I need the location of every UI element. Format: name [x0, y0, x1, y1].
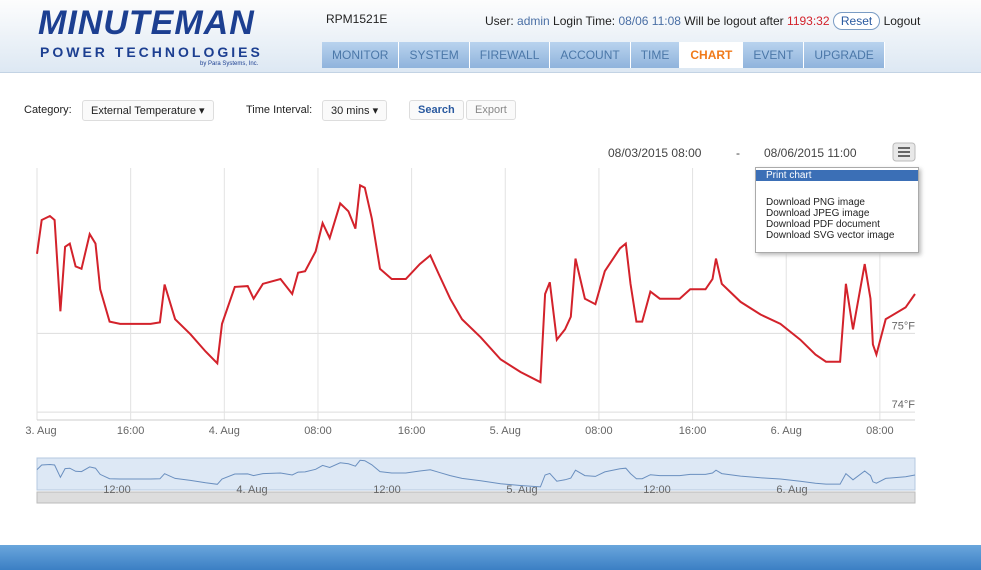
label: User:: [485, 14, 514, 28]
y-tick-label: 74°F: [892, 399, 916, 411]
navigator: [36, 457, 916, 491]
device-name: RPM1521E: [326, 12, 388, 26]
x-tick-label: 08:00: [866, 425, 894, 437]
select-value: 30 mins: [331, 105, 370, 117]
x-tick-label: 3. Aug: [25, 425, 56, 437]
menu-item[interactable]: Download PDF document: [766, 219, 880, 230]
navigator-label: 4. Aug: [236, 484, 267, 496]
scrollbar: [36, 491, 916, 504]
nav-item[interactable]: UPGRADE: [804, 42, 885, 68]
range-from[interactable]: 08/03/2015 08:00: [608, 146, 702, 160]
range-to[interactable]: 08/06/2015 11:00: [764, 146, 857, 160]
logo-subtitle: POWER TECHNOLOGIES: [40, 44, 263, 60]
nav-item[interactable]: ACCOUNT: [550, 42, 631, 68]
navigator-label: 12:00: [373, 484, 401, 496]
range-sep: -: [736, 146, 740, 160]
x-tick-label: 5. Aug: [490, 425, 521, 437]
user-info: User: admin Login Time: 08/06 11:08 Will…: [485, 12, 920, 30]
x-tick-label: 6. Aug: [771, 425, 802, 437]
label: Time Interval:: [246, 104, 313, 116]
export-menu: Print chart Download PNG image Download JP…: [755, 167, 919, 253]
navigator-label: 12:00: [643, 484, 671, 496]
logo: MINUTEMAN: [38, 4, 255, 42]
series-line: [36, 183, 916, 384]
nav-item[interactable]: SYSTEM: [399, 42, 470, 68]
x-tick-label: 08:00: [304, 425, 332, 437]
label: Login Time:: [553, 14, 616, 28]
x-tick-label: 16:00: [398, 425, 426, 437]
reset-button[interactable]: Reset: [832, 12, 881, 30]
user-name: admin: [517, 14, 550, 28]
nav-item[interactable]: TIME: [630, 42, 681, 68]
search-button[interactable]: Search: [409, 100, 464, 120]
header: MINUTEMAN POWER TECHNOLOGIES by Para Sys…: [0, 0, 981, 73]
navigator-line: [36, 459, 916, 488]
footer-bar: [0, 545, 981, 570]
menu-item[interactable]: Download PNG image: [766, 197, 865, 208]
navigator-label: 12:00: [103, 484, 131, 496]
menu-icon: [898, 147, 910, 157]
nav-item[interactable]: FIREWALL: [469, 42, 551, 68]
login-time: 08/06 11:08: [618, 14, 681, 28]
chart: 74°F 75°F 3. Aug 16:00 4. Aug 08:00 16:00 5. Au…: [25, 142, 916, 504]
y-tick-label: 75°F: [892, 320, 916, 332]
menu-item[interactable]: Download SVG vector image: [766, 230, 895, 241]
export-button[interactable]: Export: [466, 100, 516, 120]
select-value: External Temperature: [91, 105, 196, 117]
countdown: 1193:32: [787, 14, 830, 28]
label: Will be logout after: [684, 14, 784, 28]
nav-item[interactable]: CHART: [680, 42, 744, 68]
x-tick-label: 16:00: [117, 425, 145, 437]
x-tick-label: 08:00: [585, 425, 613, 437]
menu-item[interactable]: Download JPEG image: [766, 208, 870, 219]
category-select[interactable]: External Temperature ▾: [82, 100, 214, 121]
x-tick-label: 16:00: [679, 425, 707, 437]
menu-item[interactable]: Print chart: [756, 170, 918, 181]
interval-select[interactable]: 30 mins ▾: [322, 100, 388, 121]
navigator-label: 5. Aug: [506, 484, 537, 496]
label: Category:: [24, 104, 72, 116]
x-tick-label: 4. Aug: [209, 425, 240, 437]
nav-item[interactable]: EVENT: [743, 42, 805, 68]
nav-item[interactable]: MONITOR: [322, 42, 400, 68]
navigator-label: 6. Aug: [776, 484, 807, 496]
logout-link[interactable]: Logout: [883, 14, 921, 28]
nav-bar: MONITOR SYSTEM FIREWALL ACCOUNT TIME CHART EVE…: [322, 42, 885, 68]
logo-note: by Para Systems, Inc.: [200, 61, 259, 67]
